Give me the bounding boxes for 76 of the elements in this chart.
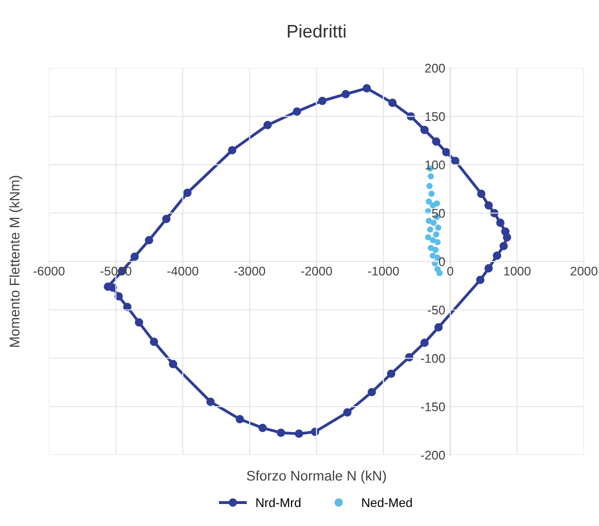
point (388, 98, 397, 107)
point (426, 198, 432, 205)
point (433, 231, 440, 238)
point (130, 252, 139, 261)
point (500, 242, 508, 250)
point (436, 270, 443, 276)
point (430, 237, 436, 244)
y-tick-label: -200 (420, 450, 445, 460)
y-tick-label: -50 (428, 306, 445, 315)
y-tick-label: 150 (425, 112, 445, 122)
point (432, 137, 440, 146)
point (263, 120, 272, 130)
x-tick-label: -1000 (368, 266, 399, 276)
y-tick-label: 50 (432, 208, 445, 218)
y-tick-label: -100 (420, 354, 445, 363)
point (420, 338, 429, 347)
point (108, 283, 118, 292)
point (434, 323, 443, 332)
point (183, 188, 192, 197)
point (386, 370, 396, 378)
chart-title: Piedritti (288, 24, 346, 38)
point (425, 234, 432, 240)
x-tick-label: 2000 (570, 266, 598, 276)
point (206, 398, 215, 406)
point (294, 430, 304, 438)
x-axis-title: Sforzo Normale N (kN) (246, 470, 386, 484)
point (318, 96, 326, 106)
point (428, 173, 434, 180)
point (150, 338, 158, 346)
y-axis-title: Momento Flettente M (kNm) (9, 176, 22, 347)
point (496, 218, 505, 227)
point (430, 252, 436, 259)
point (276, 428, 286, 437)
point (134, 318, 144, 327)
point (484, 201, 493, 210)
point (236, 415, 244, 424)
point (144, 236, 154, 244)
point (484, 264, 493, 272)
point (428, 190, 435, 197)
point (420, 126, 429, 134)
x-tick-label: -4000 (167, 266, 198, 276)
point (451, 156, 460, 166)
point (442, 148, 450, 156)
point (343, 408, 352, 417)
point (342, 90, 350, 98)
point (168, 360, 178, 368)
point (426, 218, 432, 224)
point (258, 424, 267, 432)
y-tick-label: 100 (425, 160, 445, 170)
point (368, 388, 376, 396)
x-tick-label: -3000 (234, 266, 266, 276)
point (432, 246, 439, 253)
point (476, 276, 484, 284)
point (492, 252, 502, 260)
point (162, 214, 171, 224)
point (502, 233, 512, 242)
point (434, 200, 440, 207)
point (426, 182, 433, 190)
x-tick-label: 0 (447, 266, 454, 276)
y-tick-label: -150 (420, 402, 445, 412)
legend-label: Nrd-Mrd (256, 498, 300, 508)
y-tick-label: 200 (425, 64, 445, 73)
point (362, 84, 371, 92)
x-tick-label: -2000 (301, 266, 332, 276)
point (477, 190, 486, 198)
point (430, 220, 437, 226)
y-tick-label: 0 (438, 257, 445, 266)
point (434, 239, 441, 246)
x-tick-label: -6000 (34, 266, 64, 276)
point (228, 146, 236, 154)
x-tick-label: 1000 (504, 266, 531, 276)
point (428, 244, 434, 252)
point (435, 224, 442, 231)
point (292, 107, 302, 116)
point (427, 226, 434, 233)
legend-label: Ned-Med (362, 498, 412, 508)
